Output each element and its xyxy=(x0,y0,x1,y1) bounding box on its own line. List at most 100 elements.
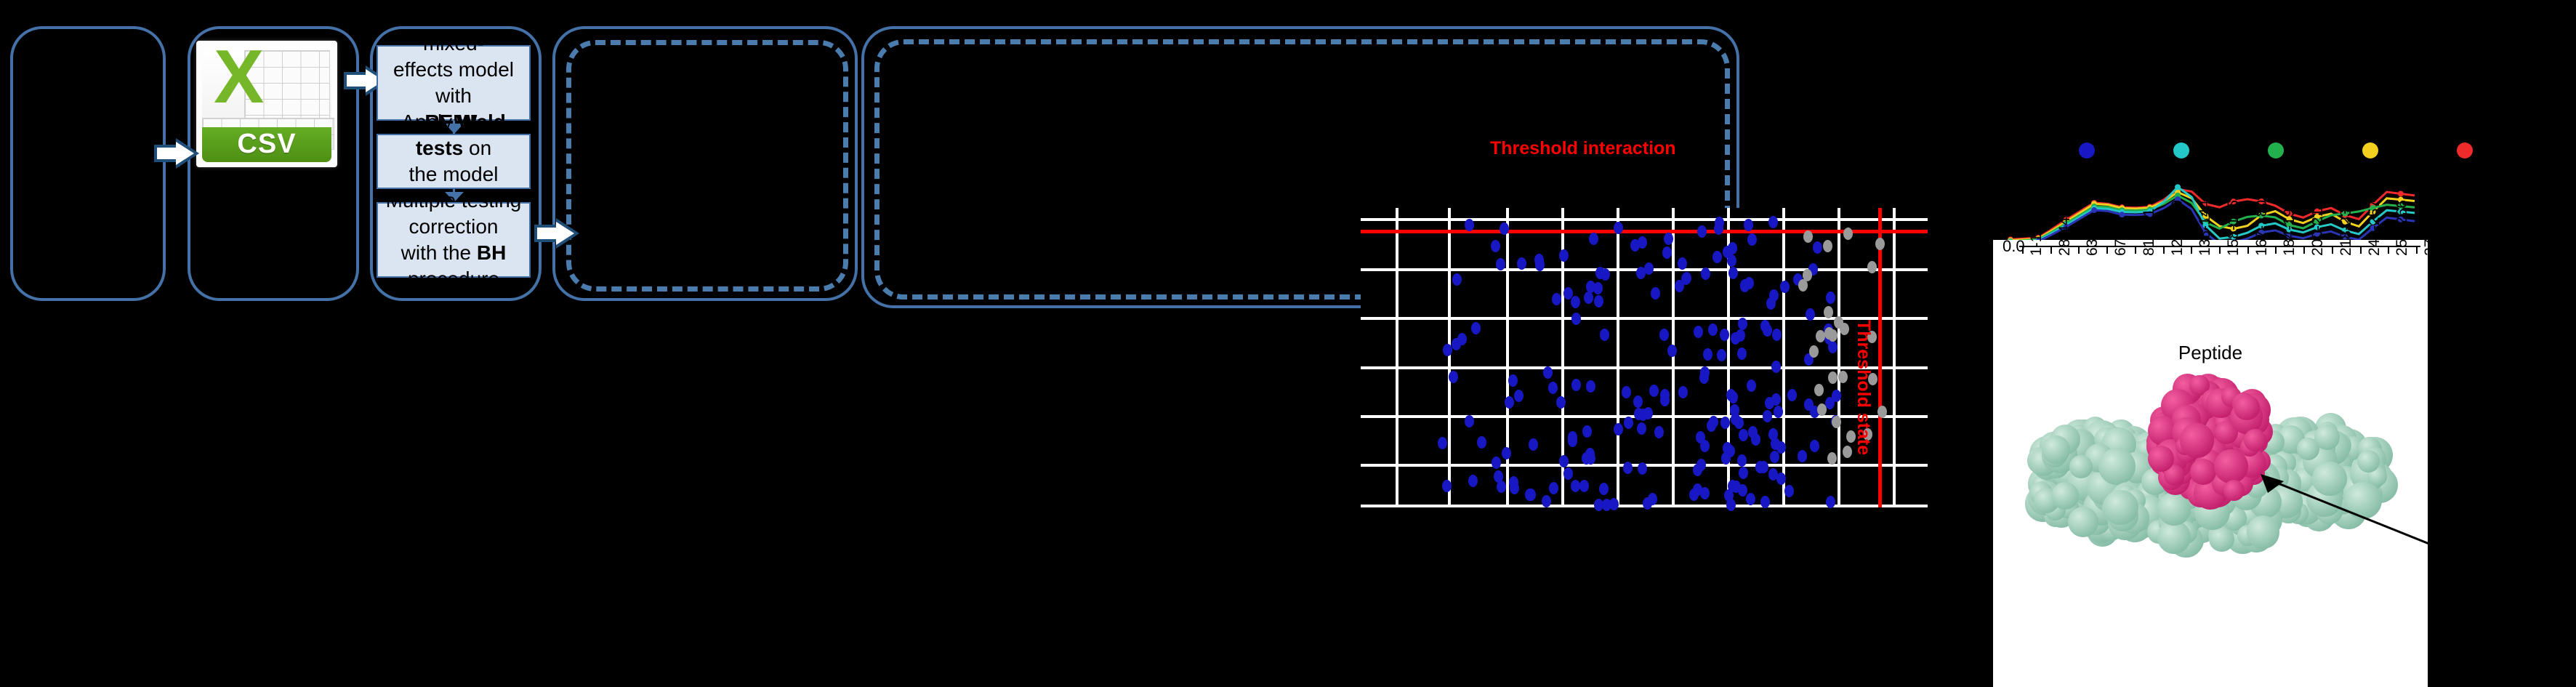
volcano-point-significant xyxy=(1571,379,1582,392)
volcano-point-significant xyxy=(1584,291,1594,304)
volcano-point-significant xyxy=(1601,268,1611,281)
volcano-gridline-v xyxy=(1506,208,1509,507)
volcano-plot-panel-inner-dashed xyxy=(566,40,848,292)
volcano-point-significant xyxy=(1736,329,1746,342)
volcano-point-significant xyxy=(1805,308,1815,321)
volcano-gridline-v xyxy=(1672,208,1675,507)
peptide-tick xyxy=(2247,247,2249,254)
volcano-plot-panel xyxy=(552,26,858,301)
step3-line3b: procedure xyxy=(407,268,500,290)
step2-bold-wald: Wald tests xyxy=(415,111,506,159)
volcano-point-significant xyxy=(1659,328,1670,341)
volcano-point-significant xyxy=(1693,483,1703,496)
threshold-interaction-line xyxy=(1361,230,1928,233)
protein-surface-blob xyxy=(2069,454,2093,478)
chart-marker xyxy=(2119,212,2125,218)
peptide-structure-figure: Peptide xyxy=(1993,240,2428,687)
volcano-gridline-v xyxy=(1448,208,1451,507)
volcano-point-significant xyxy=(1776,472,1787,485)
volcano-point-significant xyxy=(1768,428,1779,441)
volcano-point-significant xyxy=(1649,384,1659,397)
volcano-point-significant xyxy=(1825,496,1835,509)
binding-interface-annotation: Binding interface xyxy=(2512,542,2576,584)
csv-file-icon[interactable]: X CSV xyxy=(196,41,337,167)
ligand-surface-blob xyxy=(2223,480,2245,501)
volcano-point-significant xyxy=(1744,277,1755,290)
volcano-point-significant xyxy=(1700,439,1710,452)
volcano-point-significant xyxy=(1771,328,1782,341)
step3-bold-bh: BH xyxy=(476,241,507,264)
volcano-point-significant xyxy=(1594,498,1604,511)
peptide-tick xyxy=(2303,247,2306,254)
peptide-tick-label: 63-73 xyxy=(2084,217,2101,256)
peptide-tick-label: 67-75 xyxy=(2112,217,2130,256)
volcano-point-significant xyxy=(1724,489,1734,502)
volcano-point-significant xyxy=(1812,241,1822,254)
legend-dot-series-green xyxy=(2268,142,2284,158)
chart-marker xyxy=(2342,218,2348,225)
volcano-point-significant xyxy=(1630,238,1641,252)
volcano-point-significant xyxy=(1798,450,1808,463)
chart-marker xyxy=(2202,201,2209,207)
volcano-point-significant xyxy=(1717,348,1727,361)
chart-marker xyxy=(2314,224,2320,230)
volcano-point-significant xyxy=(1497,480,1507,493)
volcano-point-significant xyxy=(1593,282,1603,295)
volcano-point-significant xyxy=(1824,397,1835,410)
volcano-point-significant xyxy=(1662,246,1672,260)
peptide-tick-label: 167-180 xyxy=(2253,199,2270,256)
volcano-point-significant xyxy=(1747,233,1758,246)
volcano-point-significant xyxy=(1674,279,1684,292)
volcano-point-significant xyxy=(1638,462,1647,475)
volcano-point-significant xyxy=(1556,395,1566,409)
peptide-tick xyxy=(2416,247,2418,254)
volcano-point-nonsignificant xyxy=(1815,329,1825,342)
volcano-point-significant xyxy=(1534,253,1545,266)
peptide-axis-line xyxy=(2019,246,2420,247)
chart-marker xyxy=(2314,214,2320,220)
volcano-point-significant xyxy=(1727,241,1737,254)
volcano-point-significant xyxy=(1694,326,1704,339)
chart-marker xyxy=(2397,190,2404,197)
volcano-point-significant xyxy=(1613,422,1623,435)
volcano-point-significant xyxy=(1721,451,1731,465)
volcano-point-nonsignificant xyxy=(1802,269,1812,282)
volcano-point-significant xyxy=(1827,340,1838,353)
volcano-point-significant xyxy=(1681,271,1691,284)
volcano-point-significant xyxy=(1622,462,1633,475)
peptide-tick xyxy=(2050,247,2052,254)
protein-surface-blob xyxy=(2068,507,2099,538)
step-wald-tests-box: Apply Wald tests on the model parameters xyxy=(377,111,531,212)
step1-line2a: effects model with xyxy=(393,58,515,107)
volcano-point-significant xyxy=(1810,439,1820,452)
protein-surface-blob xyxy=(2103,489,2138,526)
volcano-point-nonsignificant xyxy=(1824,327,1834,340)
volcano-point-significant xyxy=(1738,428,1748,441)
volcano-point-nonsignificant xyxy=(1877,406,1887,419)
line-chart-svg xyxy=(2008,184,2415,246)
volcano-point-significant xyxy=(1660,389,1670,402)
chart-marker xyxy=(2286,233,2293,239)
volcano-point-significant xyxy=(1768,216,1779,229)
volcano-point-significant xyxy=(1738,317,1748,330)
protein-surface-blob xyxy=(2357,450,2380,473)
threshold-interaction-label: Threshold interaction xyxy=(1490,138,1676,158)
volcano-gridline-v xyxy=(1561,208,1564,507)
volcano-point-significant xyxy=(1727,254,1737,268)
volcano-point-significant xyxy=(1638,236,1648,249)
peptide-axis: 1-15 28-44 63-73 67-75 81-101 122-129 135-144 1… xyxy=(1993,200,2439,256)
volcano-gridline-v xyxy=(1617,208,1619,507)
peptide-tick-label: 122-129 xyxy=(2168,199,2186,256)
volcano-point-significant xyxy=(1581,452,1591,465)
step-fit-model-box: Fit a linear mixed- effects model with R… xyxy=(377,6,531,159)
volcano-point-nonsignificant xyxy=(1838,371,1848,384)
volcano-point-significant xyxy=(1496,257,1506,270)
chart-marker xyxy=(2146,211,2153,217)
volcano-point-significant xyxy=(1771,361,1782,374)
chart-marker xyxy=(2342,228,2348,234)
volcano-point-significant xyxy=(1728,266,1739,279)
chart-marker xyxy=(2286,210,2293,217)
chart-marker xyxy=(2202,213,2209,220)
volcano-point-significant xyxy=(1468,474,1478,487)
volcano-point-significant xyxy=(1543,366,1553,379)
